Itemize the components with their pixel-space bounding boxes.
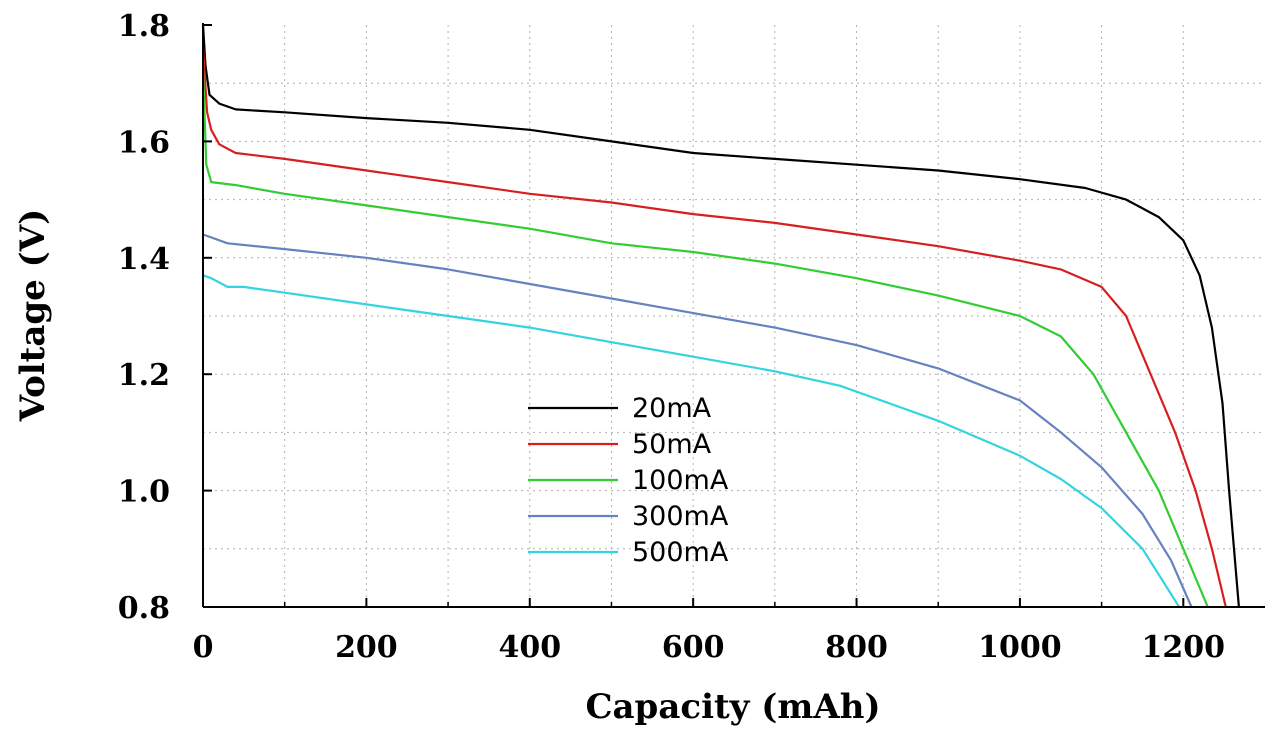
x-axis-title: Capacity (mAh) <box>585 687 880 727</box>
y-tick-label: 1.6 <box>118 125 170 160</box>
x-tick-label: 400 <box>498 630 561 665</box>
series-line-500ma <box>202 274 1181 608</box>
y-tick-label: 1.8 <box>118 9 170 44</box>
x-tick-label: 1000 <box>978 630 1062 665</box>
axes-layer: 0 200 400 600 800 1000 1200 0.8 1.0 1.2 1.4 1.6 1.8 <box>118 9 1265 665</box>
y-tick-label: 1.4 <box>118 242 170 277</box>
legend-label-500ma: 500mA <box>632 537 729 568</box>
y-tick-label: 1.0 <box>118 475 170 510</box>
legend-label-50ma: 50mA <box>632 429 712 460</box>
legend-label-100ma: 100mA <box>632 465 729 496</box>
x-tick-label: 0 <box>193 630 214 665</box>
y-tick-label: 0.8 <box>118 591 170 626</box>
x-tick-label: 800 <box>825 630 888 665</box>
grid-layer <box>203 25 1265 607</box>
series-line-300ma <box>202 233 1193 608</box>
series-line-20ma <box>201 24 1240 608</box>
legend-label-300ma: 300mA <box>632 501 729 532</box>
series-line-100ma <box>201 71 1209 608</box>
series-line-50ma <box>201 48 1227 608</box>
x-tick-label: 1200 <box>1142 630 1226 665</box>
y-axis-title: Voltage (V) <box>13 209 53 422</box>
legend-label-20ma: 20mA <box>632 393 712 424</box>
y-tick-label: 1.2 <box>118 358 170 393</box>
legend: 20mA 50mA 100mA 300mA 500mA <box>528 393 729 568</box>
x-tick-label: 600 <box>662 630 725 665</box>
x-tick-label: 200 <box>335 630 398 665</box>
series-layer <box>201 24 1240 608</box>
